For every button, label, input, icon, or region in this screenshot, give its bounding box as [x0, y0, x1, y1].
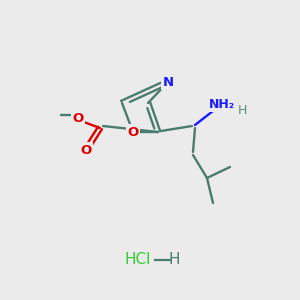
- Text: HCl: HCl: [125, 253, 151, 268]
- Text: methyl: methyl: [56, 110, 61, 111]
- Text: O: O: [128, 125, 139, 139]
- Text: H: H: [168, 253, 180, 268]
- Text: H: H: [237, 103, 247, 116]
- Text: NH₂: NH₂: [209, 98, 235, 110]
- Text: O: O: [72, 112, 84, 124]
- Text: N: N: [162, 76, 174, 88]
- Text: O: O: [80, 143, 92, 157]
